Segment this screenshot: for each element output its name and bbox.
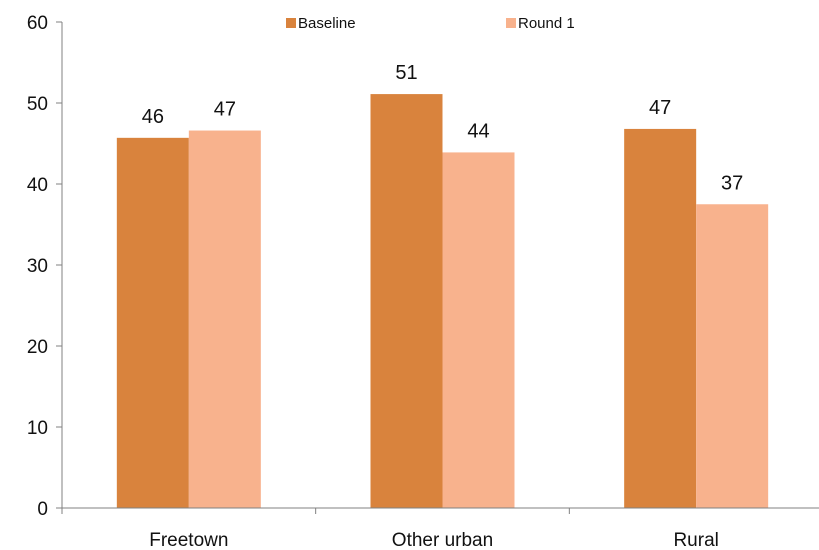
y-axis-ticks: 0 10 20 30 40 50 60 bbox=[27, 13, 62, 520]
legend-label: Round 1 bbox=[518, 15, 575, 32]
bar-round-1 bbox=[442, 152, 515, 508]
bars-group bbox=[116, 94, 769, 509]
bar-baseline bbox=[116, 137, 189, 508]
data-label: 51 bbox=[395, 62, 417, 84]
data-label: 46 bbox=[142, 106, 164, 128]
y-tick-label: 40 bbox=[27, 175, 48, 196]
x-tick-label: Freetown bbox=[149, 530, 228, 550]
x-tick-label: Other urban bbox=[392, 530, 493, 550]
bar-round-1 bbox=[696, 204, 769, 508]
legend-label: Baseline bbox=[298, 15, 356, 32]
data-labels-group: 46 47 51 44 47 37 bbox=[142, 62, 744, 194]
y-tick-label: 0 bbox=[37, 499, 48, 520]
y-tick-label: 50 bbox=[27, 94, 48, 115]
bar-baseline bbox=[624, 128, 697, 509]
legend-swatch bbox=[286, 18, 296, 28]
x-axis-ticks: Freetown Other urban Rural bbox=[61, 508, 719, 550]
data-label: 37 bbox=[721, 172, 743, 194]
data-label: 47 bbox=[649, 97, 671, 119]
y-tick-label: 60 bbox=[27, 13, 48, 34]
bar-baseline bbox=[370, 94, 443, 508]
data-label: 47 bbox=[214, 99, 236, 121]
y-tick-label: 30 bbox=[27, 256, 48, 277]
y-tick-label: 10 bbox=[27, 418, 48, 439]
x-tick-label: Rural bbox=[673, 530, 718, 550]
legend-swatch bbox=[506, 18, 516, 28]
data-label: 44 bbox=[467, 120, 489, 142]
y-tick-label: 20 bbox=[27, 337, 48, 358]
legend: Baseline Round 1 bbox=[286, 15, 575, 32]
bar-round-1 bbox=[188, 130, 261, 509]
